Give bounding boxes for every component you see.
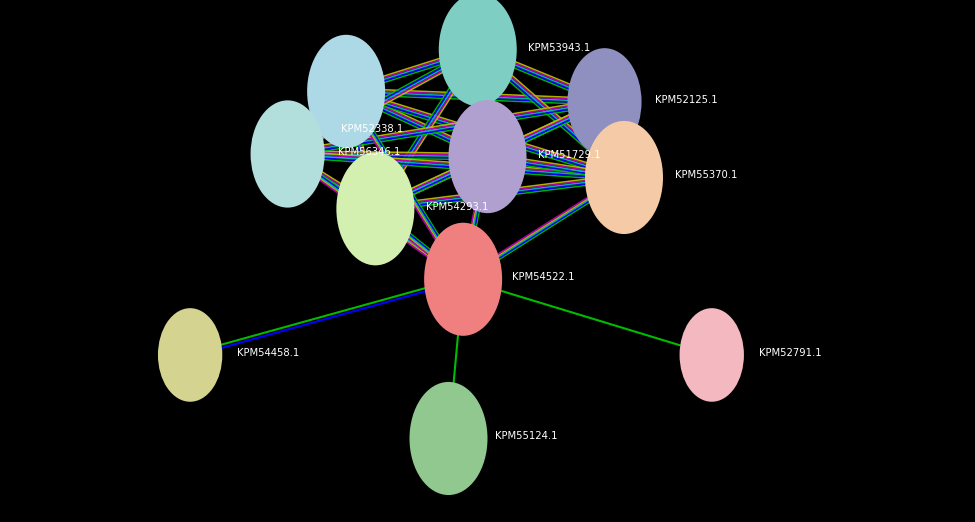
Text: KPM54458.1: KPM54458.1 <box>237 348 299 358</box>
Text: KPM52125.1: KPM52125.1 <box>655 94 718 105</box>
Ellipse shape <box>448 100 526 213</box>
Ellipse shape <box>680 308 744 402</box>
Text: KPM55124.1: KPM55124.1 <box>495 431 558 442</box>
Ellipse shape <box>424 223 502 336</box>
Ellipse shape <box>410 382 488 495</box>
Text: KPM55370.1: KPM55370.1 <box>675 170 737 181</box>
Ellipse shape <box>251 100 325 208</box>
Text: KPM54293.1: KPM54293.1 <box>426 201 488 212</box>
Ellipse shape <box>336 152 414 265</box>
Text: KPM52338.1: KPM52338.1 <box>341 124 404 134</box>
Text: KPM54522.1: KPM54522.1 <box>512 272 574 282</box>
Text: KPM56346.1: KPM56346.1 <box>338 147 401 157</box>
Ellipse shape <box>307 35 385 148</box>
Text: KPM53943.1: KPM53943.1 <box>528 42 591 53</box>
Text: KPM51729.1: KPM51729.1 <box>538 149 601 160</box>
Ellipse shape <box>158 308 222 402</box>
Ellipse shape <box>567 48 642 156</box>
Ellipse shape <box>585 121 663 234</box>
Text: KPM52791.1: KPM52791.1 <box>759 348 821 358</box>
Ellipse shape <box>439 0 517 106</box>
